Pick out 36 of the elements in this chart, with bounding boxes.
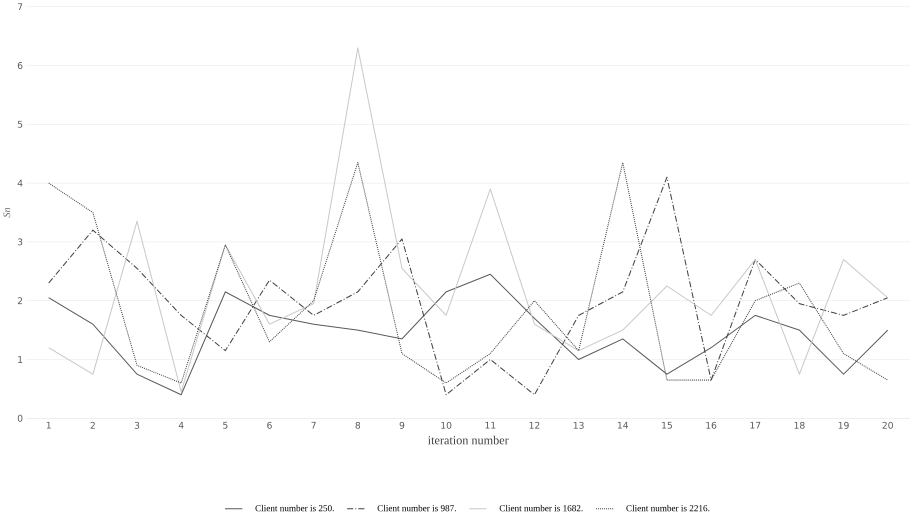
x-tick-label: 3 [134,422,140,429]
x-tick-label: 16 [706,422,716,429]
y-tick-label: 0 [18,414,22,422]
legend-label: Client number is 250. [255,504,334,512]
x-tick-label: 10 [441,422,452,429]
x-tick-label: 13 [574,422,584,429]
x-tick-label: 7 [311,422,316,429]
legend-label: Client number is 2216. [626,504,710,512]
x-tick-label: 2 [90,422,95,429]
y-tick-label: 7 [18,3,22,10]
y-tick-label: 6 [18,62,22,70]
x-tick-label: 14 [618,422,628,429]
x-tick-label: 12 [530,422,540,429]
legend-label: Client number is 1682. [500,504,583,512]
y-tick-label: 2 [18,297,22,304]
line-series [48,47,888,392]
x-tick-label: 6 [267,422,272,429]
x-tick-label: 8 [356,422,360,429]
x-tick-label: 19 [838,422,849,429]
x-tick-label: 9 [400,422,404,429]
y-tick-label: 5 [18,121,22,128]
x-tick-label: 20 [882,422,893,429]
x-tick-label: 15 [662,422,672,429]
legend-label: Client number is 987. [378,504,456,512]
x-tick-label: 1 [46,422,51,429]
y-tick-label: 3 [18,238,22,246]
x-tick-label: 4 [178,422,184,429]
y-axis-title: Sn [3,208,10,218]
x-axis-title: iteration number [428,436,509,444]
x-tick-label: 5 [223,422,228,429]
y-tick-label: 4 [18,180,23,187]
x-tick-label: 18 [794,422,805,429]
y-tick-label: 1 [18,356,22,363]
x-tick-label: 11 [485,422,496,429]
line-series [48,274,888,396]
x-tick-label: 17 [750,422,760,429]
